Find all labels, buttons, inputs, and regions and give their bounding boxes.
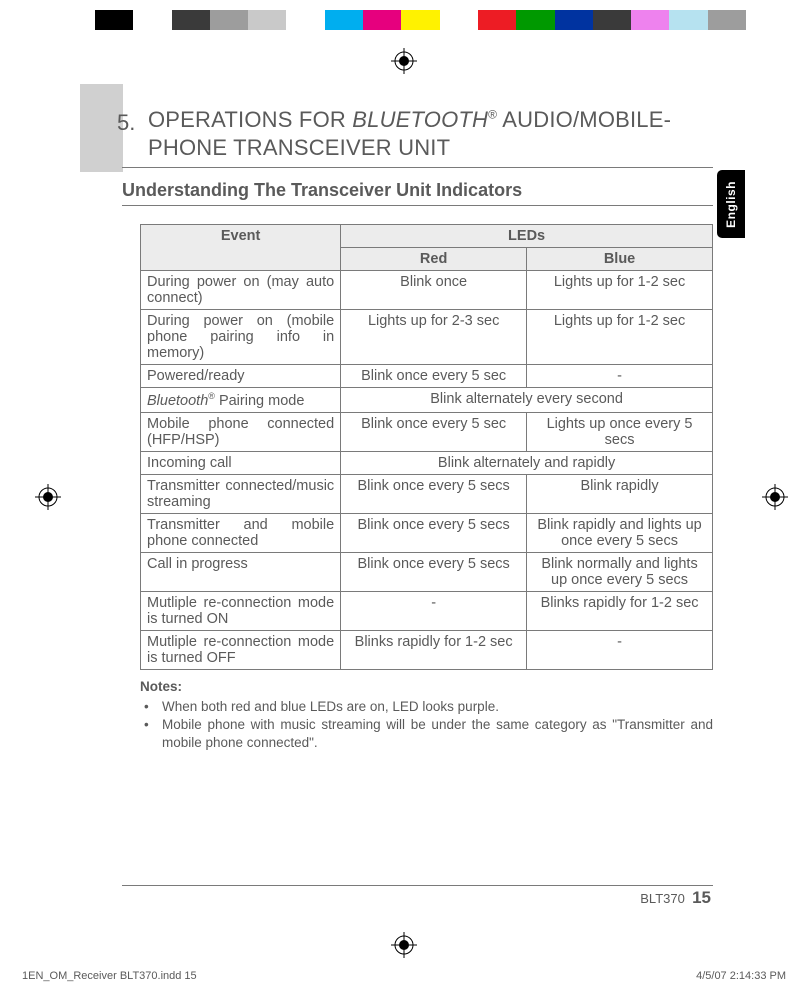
cell-event: Call in progress xyxy=(141,552,341,591)
cell-blue: - xyxy=(527,630,713,669)
print-meta-filename: 1EN_OM_Receiver BLT370.indd 15 xyxy=(22,970,197,982)
cell-red: - xyxy=(341,591,527,630)
cell-event: Powered/ready xyxy=(141,365,341,388)
table-row: Transmitter connected/music streamingBli… xyxy=(141,474,713,513)
chapter-title-pre: OPERATIONS FOR xyxy=(148,107,352,132)
table-row: During power on (mobile phone pairing in… xyxy=(141,310,713,365)
registration-mark-left xyxy=(35,484,61,510)
color-swatch xyxy=(401,10,439,30)
cell-blue: Blink normally and lights up once every … xyxy=(527,552,713,591)
color-swatch xyxy=(363,10,401,30)
table-row: Mutliple re-connection mode is turned ON… xyxy=(141,591,713,630)
cell-red: Blink once every 5 sec xyxy=(341,365,527,388)
section-rule xyxy=(122,205,713,206)
th-event: Event xyxy=(141,225,341,271)
cell-event: Mobile phone connected (HFP/HSP) xyxy=(141,412,341,451)
led-indicator-table: Event LEDs Red Blue During power on (may… xyxy=(140,224,713,670)
language-tab-label: English xyxy=(724,181,738,228)
color-swatch xyxy=(669,10,707,30)
cell-blue: Blink rapidly and lights up once every 5… xyxy=(527,513,713,552)
cell-led-span: Blink alternately and rapidly xyxy=(341,451,713,474)
notes-title: Notes: xyxy=(140,679,182,694)
color-swatch xyxy=(440,10,478,30)
cell-red: Lights up for 2-3 sec xyxy=(341,310,527,365)
color-swatch xyxy=(172,10,210,30)
table-row: Mobile phone connected (HFP/HSP)Blink on… xyxy=(141,412,713,451)
cell-led-span: Blink alternately every second xyxy=(341,388,713,413)
color-swatch xyxy=(325,10,363,30)
table-row: Incoming callBlink alternately and rapid… xyxy=(141,451,713,474)
cell-red: Blink once every 5 secs xyxy=(341,552,527,591)
cell-event: During power on (mobile phone pairing in… xyxy=(141,310,341,365)
registration-mark-bottom xyxy=(391,932,417,958)
cell-event: Incoming call xyxy=(141,451,341,474)
cell-red: Blink once every 5 secs xyxy=(341,513,527,552)
chapter-title: OPERATIONS FOR BLUETOOTH® AUDIO/MOBILE-P… xyxy=(148,106,713,161)
print-meta-timestamp: 4/5/07 2:14:33 PM xyxy=(696,970,786,982)
language-tab: English xyxy=(717,170,745,238)
cell-red: Blinks rapidly for 1-2 sec xyxy=(341,630,527,669)
cell-event: Transmitter and mobile phone connected xyxy=(141,513,341,552)
page-content: 5. OPERATIONS FOR BLUETOOTH® AUDIO/MOBIL… xyxy=(140,106,713,753)
cell-event: During power on (may auto connect) xyxy=(141,271,341,310)
section-title: Understanding The Transceiver Unit Indic… xyxy=(122,180,713,201)
color-swatch xyxy=(210,10,248,30)
footer-page-number: 15 xyxy=(692,888,711,907)
chapter-title-italic: BLUETOOTH xyxy=(352,107,488,132)
cell-event: Mutliple re-connection mode is turned ON xyxy=(141,591,341,630)
cell-blue: - xyxy=(527,365,713,388)
color-swatch xyxy=(95,10,133,30)
color-swatch xyxy=(286,10,324,30)
table-row: Powered/readyBlink once every 5 sec- xyxy=(141,365,713,388)
note-item: Mobile phone with music streaming will b… xyxy=(140,716,713,752)
color-swatch xyxy=(516,10,554,30)
cell-blue: Lights up once every 5 secs xyxy=(527,412,713,451)
cell-red: Blink once every 5 secs xyxy=(341,474,527,513)
cell-blue: Blink rapidly xyxy=(527,474,713,513)
th-blue: Blue xyxy=(527,248,713,271)
color-swatch xyxy=(631,10,669,30)
registration-mark-right xyxy=(762,484,788,510)
table-row: During power on (may auto connect)Blink … xyxy=(141,271,713,310)
color-swatch xyxy=(555,10,593,30)
th-red: Red xyxy=(341,248,527,271)
footer-rule xyxy=(122,885,713,886)
table-row: Call in progressBlink once every 5 secsB… xyxy=(141,552,713,591)
note-item: When both red and blue LEDs are on, LED … xyxy=(140,698,713,716)
footer-model: BLT370 xyxy=(640,891,685,906)
color-swatch xyxy=(248,10,286,30)
footer-page: BLT370 15 xyxy=(640,888,711,908)
print-color-bar xyxy=(95,10,746,30)
color-swatch xyxy=(478,10,516,30)
chapter-rule xyxy=(122,167,713,168)
table-row: Bluetooth® Pairing modeBlink alternately… xyxy=(141,388,713,413)
cell-blue: Lights up for 1-2 sec xyxy=(527,271,713,310)
cell-event: Bluetooth® Pairing mode xyxy=(141,388,341,413)
cell-blue: Blinks rapidly for 1-2 sec xyxy=(527,591,713,630)
cell-red: Blink once every 5 sec xyxy=(341,412,527,451)
color-swatch xyxy=(708,10,746,30)
table-row: Transmitter and mobile phone connectedBl… xyxy=(141,513,713,552)
cell-event: Transmitter connected/music streaming xyxy=(141,474,341,513)
registration-mark-top xyxy=(391,48,417,74)
chapter-number: 5. xyxy=(117,110,135,136)
notes-section: Notes: When both red and blue LEDs are o… xyxy=(140,678,713,753)
cell-event: Mutliple re-connection mode is turned OF… xyxy=(141,630,341,669)
led-table-body: During power on (may auto connect)Blink … xyxy=(141,271,713,670)
notes-list: When both red and blue LEDs are on, LED … xyxy=(140,698,713,753)
cell-red: Blink once xyxy=(341,271,527,310)
cell-blue: Lights up for 1-2 sec xyxy=(527,310,713,365)
chapter-title-sup: ® xyxy=(488,108,497,122)
table-row: Mutliple re-connection mode is turned OF… xyxy=(141,630,713,669)
color-swatch xyxy=(133,10,171,30)
th-leds: LEDs xyxy=(341,225,713,248)
color-swatch xyxy=(593,10,631,30)
